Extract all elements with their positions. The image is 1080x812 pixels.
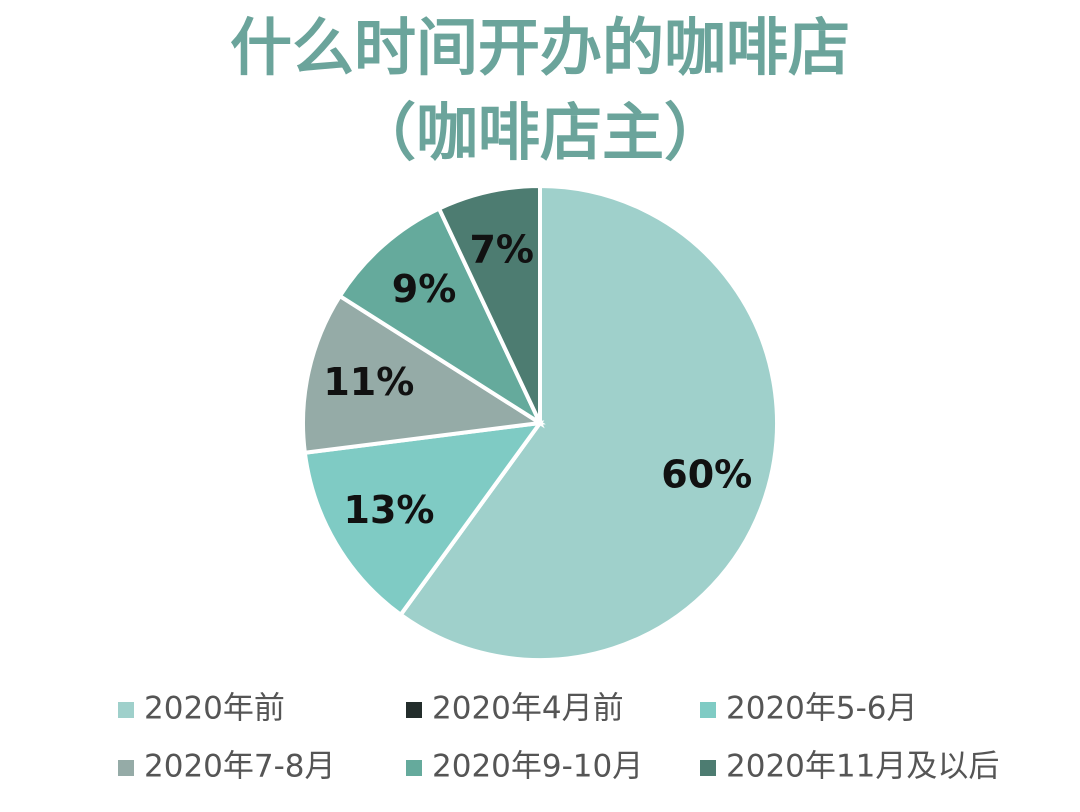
legend-swatch: [700, 760, 716, 776]
pie-slice: [302, 420, 545, 618]
chart-title: 什么时间开办的咖啡店: [230, 11, 850, 84]
value-label: 13%: [344, 488, 435, 532]
legend-swatch: [118, 760, 134, 776]
pie-slice: [337, 205, 545, 429]
legend-label: 2020年11月及以后: [726, 749, 999, 785]
legend-swatch: [118, 702, 134, 718]
value-label: 9%: [392, 267, 457, 311]
legend-swatch: [406, 702, 422, 718]
legend-swatch: [700, 702, 716, 718]
legend-label: 2020年4月前: [432, 691, 624, 727]
pie-slice: [301, 293, 546, 455]
value-label: 60%: [661, 453, 752, 497]
legend-label: 2020年前: [144, 691, 285, 727]
value-label: 11%: [323, 360, 414, 404]
value-label: 7%: [469, 227, 534, 271]
legend-swatch: [406, 760, 422, 776]
pie-slice: [397, 183, 779, 662]
pie-slice: [436, 183, 542, 424]
legend-label: 2020年9-10月: [432, 749, 643, 785]
legend-label: 2020年5-6月: [726, 691, 918, 727]
legend-label: 2020年7-8月: [144, 749, 336, 785]
chart-subtitle: （咖啡店主）: [354, 96, 726, 169]
